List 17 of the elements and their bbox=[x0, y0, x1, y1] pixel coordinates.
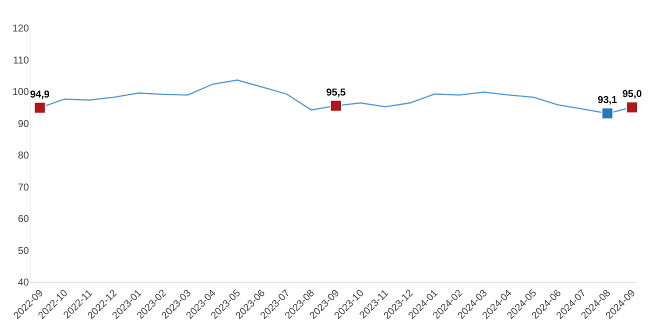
point bbox=[626, 101, 638, 114]
y-tick-label: 120 bbox=[12, 24, 30, 34]
point bbox=[601, 107, 614, 120]
y-tick-label: 60 bbox=[18, 214, 30, 225]
y-tick-label: 50 bbox=[18, 246, 30, 257]
y-tick-label: 90 bbox=[18, 118, 30, 130]
y-tick-label: 100 bbox=[12, 87, 30, 98]
y-tick-label: 70 bbox=[18, 182, 30, 194]
data-label: 93,1 bbox=[598, 95, 618, 106]
data-label: 95,5 bbox=[326, 87, 346, 98]
point bbox=[34, 102, 46, 114]
y-tick-label: 110 bbox=[13, 55, 30, 66]
y-tick-label: 80 bbox=[18, 150, 30, 162]
data-label: 94,9 bbox=[30, 89, 50, 100]
point bbox=[330, 100, 342, 112]
data-label: 95,0 bbox=[622, 89, 642, 100]
y-tick-label: 40 bbox=[18, 278, 30, 288]
